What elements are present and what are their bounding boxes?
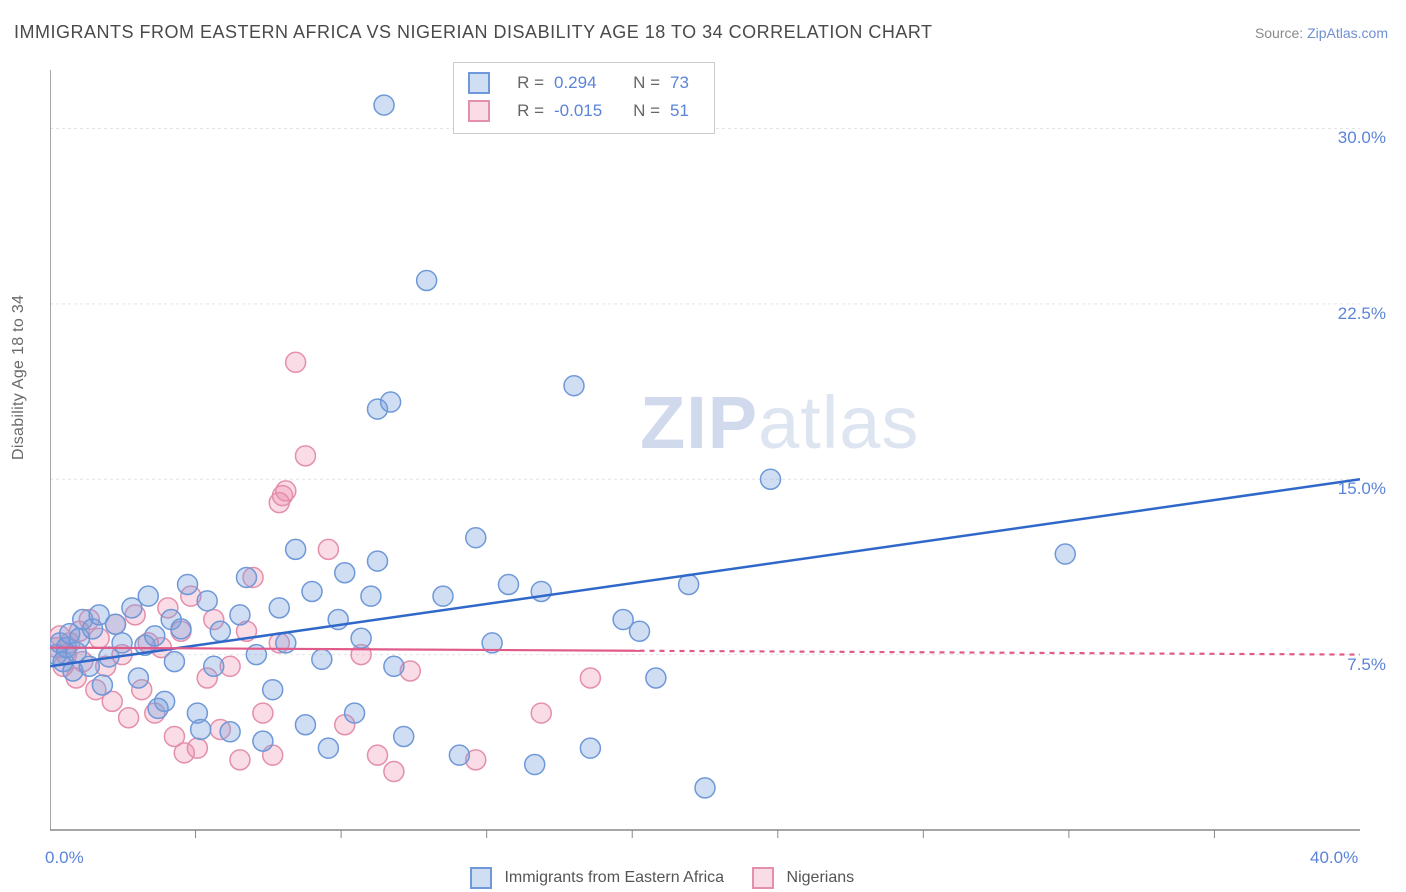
correlation-row-2: R = -0.015 N = 51	[468, 97, 700, 125]
source-attribution: Source: ZipAtlas.com	[1255, 25, 1388, 41]
watermark: ZIPatlas	[640, 380, 919, 465]
source-link[interactable]: ZipAtlas.com	[1307, 25, 1388, 41]
n-label: N =	[624, 69, 660, 97]
legend-item-1: Immigrants from Eastern Africa	[470, 867, 724, 889]
x-tick-start: 0.0%	[45, 848, 84, 868]
legend-label-2: Nigerians	[787, 869, 855, 886]
swatch-eastern-africa	[470, 867, 492, 889]
y-tick-label: 15.0%	[1338, 479, 1386, 499]
n-value-1: 73	[670, 69, 700, 97]
y-tick-label: 30.0%	[1338, 128, 1386, 148]
n-label: N =	[624, 97, 660, 125]
correlation-row-1: R = 0.294 N = 73	[468, 69, 700, 97]
r-label: R =	[508, 69, 544, 97]
r-label: R =	[508, 97, 544, 125]
legend-item-2: Nigerians	[752, 867, 854, 889]
y-tick-label: 22.5%	[1338, 304, 1386, 324]
x-tick-end: 40.0%	[1310, 848, 1358, 868]
y-axis-label: Disability Age 18 to 34	[10, 295, 28, 460]
r-value-2: -0.015	[554, 97, 614, 125]
watermark-prefix: ZIP	[640, 381, 758, 464]
n-value-2: 51	[670, 97, 700, 125]
correlation-legend: R = 0.294 N = 73 R = -0.015 N = 51	[453, 62, 715, 134]
chart-container: IMMIGRANTS FROM EASTERN AFRICA VS NIGERI…	[0, 0, 1406, 892]
y-tick-label: 7.5%	[1347, 655, 1386, 675]
swatch-eastern-africa	[468, 72, 490, 94]
chart-title: IMMIGRANTS FROM EASTERN AFRICA VS NIGERI…	[14, 22, 933, 43]
legend-label-1: Immigrants from Eastern Africa	[504, 869, 724, 886]
swatch-nigerians	[752, 867, 774, 889]
r-value-1: 0.294	[554, 69, 614, 97]
source-prefix: Source:	[1255, 25, 1307, 41]
watermark-suffix: atlas	[758, 381, 919, 464]
swatch-nigerians	[468, 100, 490, 122]
series-legend: Immigrants from Eastern Africa Nigerians	[470, 867, 854, 889]
